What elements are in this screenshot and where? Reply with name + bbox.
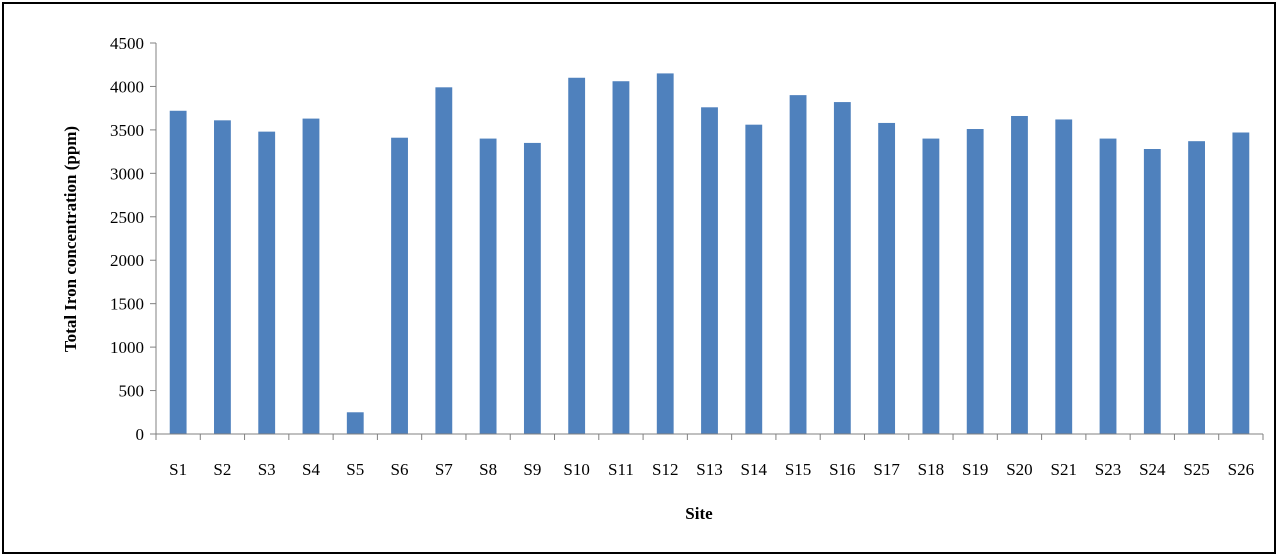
bar-s2 [214, 120, 231, 434]
x-tick-label: S21 [1051, 460, 1077, 479]
bar-s13 [701, 107, 718, 435]
x-tick-label: S8 [479, 460, 497, 479]
bar-s24 [1143, 149, 1161, 434]
x-tick-label: S20 [1006, 460, 1032, 479]
y-tick-label: 3500 [110, 121, 144, 140]
axes-group [150, 42, 1264, 440]
x-tick-label: S9 [523, 460, 541, 479]
y-tick-label: 500 [119, 382, 145, 401]
bar-s20 [1011, 115, 1028, 435]
x-tick-label: S11 [608, 460, 634, 479]
bar-s11 [612, 81, 630, 434]
x-tick-label: S23 [1095, 460, 1121, 479]
y-tick-label: 4000 [110, 77, 144, 96]
x-tick-label: S24 [1139, 460, 1166, 479]
bar-s5 [346, 412, 364, 434]
x-tick-label: S4 [302, 460, 320, 479]
bar-s14 [745, 124, 763, 435]
x-axis-title: Site [685, 504, 713, 523]
x-tick-label: S19 [962, 460, 988, 479]
y-axis-title: Total Iron concentration (ppm) [61, 126, 80, 352]
y-tick-label: 3000 [110, 164, 144, 183]
x-tick-label: S25 [1183, 460, 1209, 479]
bars-group [169, 73, 1250, 435]
y-tick-label: 0 [136, 425, 145, 444]
x-tick-label: S3 [258, 460, 276, 479]
x-tick-label: S12 [652, 460, 678, 479]
x-tick-label: S17 [873, 460, 900, 479]
x-tick-label: S10 [563, 460, 589, 479]
x-tick-label: S16 [829, 460, 855, 479]
bar-s10 [568, 77, 586, 434]
bar-s3 [258, 131, 276, 434]
bar-s16 [833, 102, 851, 434]
x-tick-label: S26 [1228, 460, 1254, 479]
y-tick-label: 2500 [110, 208, 144, 227]
bar-s9 [523, 142, 541, 435]
x-tick-label: S7 [435, 460, 453, 479]
x-tick-label: S15 [785, 460, 811, 479]
bar-s23 [1099, 138, 1117, 434]
x-tick-label: S13 [696, 460, 722, 479]
x-tick-labels: S1 S2 S3 S4 S5 S6 S7 S8 S9 S10 S11 S12 S13 S14 S15 S16 S… [169, 460, 1254, 479]
bar-s15 [789, 95, 807, 434]
bar-s18 [922, 138, 940, 434]
x-tick-label: S6 [391, 460, 409, 479]
bar-s25 [1188, 141, 1205, 434]
x-tick-label: S14 [741, 460, 768, 479]
bar-s7 [435, 87, 453, 434]
bar-s1 [169, 110, 187, 435]
y-tick-label: 2000 [110, 251, 144, 270]
bar-s6 [391, 137, 408, 434]
y-tick-label: 4500 [110, 34, 144, 53]
y-tick-label: 1000 [110, 338, 144, 357]
x-tick-label: S5 [346, 460, 364, 479]
bar-s12 [656, 73, 674, 434]
bar-s26 [1232, 132, 1250, 434]
x-tick-label: S18 [918, 460, 944, 479]
bar-s19 [966, 129, 984, 434]
bar-s17 [878, 122, 896, 434]
x-tick-label: S2 [213, 460, 231, 479]
bar-s4 [302, 118, 320, 434]
x-tick-label: S1 [169, 460, 187, 479]
y-tick-label: 1500 [110, 295, 144, 314]
bar-s8 [479, 138, 497, 434]
bar-s21 [1055, 119, 1073, 435]
y-tick-labels: 0 500 1000 1500 2000 2500 3000 3500 4000 4500 [110, 34, 144, 444]
